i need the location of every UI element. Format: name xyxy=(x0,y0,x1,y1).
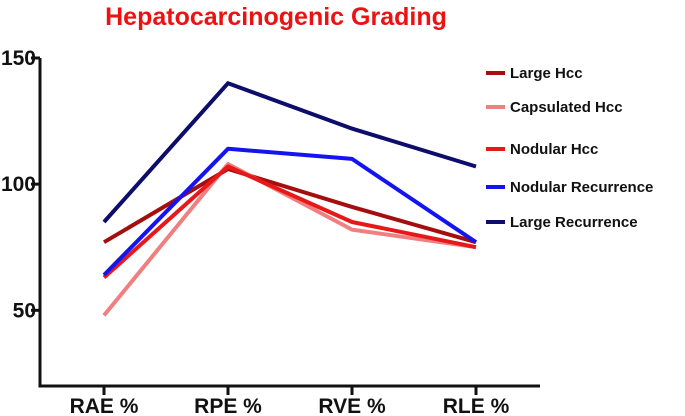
legend-label: Large Recurrence xyxy=(510,214,638,231)
y-tick-label: 50 xyxy=(13,299,36,322)
series-group xyxy=(102,81,478,317)
series-line-nodular-recurrence xyxy=(102,146,478,277)
legend-label: Capsulated Hcc xyxy=(510,99,623,116)
legend-label: Large Hcc xyxy=(510,65,583,82)
series-line-large-recurrence xyxy=(102,81,477,224)
x-tick-label: RPE % xyxy=(194,395,262,416)
axes: 50 100 150 RAE % RPE % RVE % RLE % xyxy=(1,47,540,416)
x-tick-label: RVE % xyxy=(318,395,386,416)
x-tick-label: RLE % xyxy=(443,395,510,416)
legend-label: Nodular Hcc xyxy=(510,141,598,158)
chart-title: Hepatocarcinogenic Grading xyxy=(105,3,447,31)
y-tick-label: 100 xyxy=(1,173,36,196)
y-tick-label: 150 xyxy=(1,47,36,70)
x-tick-label: RAE % xyxy=(70,395,139,416)
legend-label: Nodular Recurrence xyxy=(510,179,653,196)
series-line-nodular-hcc xyxy=(102,164,477,279)
series-line-capsulated-hcc xyxy=(102,162,477,317)
legend: Large Hcc Capsulated Hcc Nodular Hcc Nodula… xyxy=(486,65,653,231)
series-line-large-hcc xyxy=(102,167,477,245)
